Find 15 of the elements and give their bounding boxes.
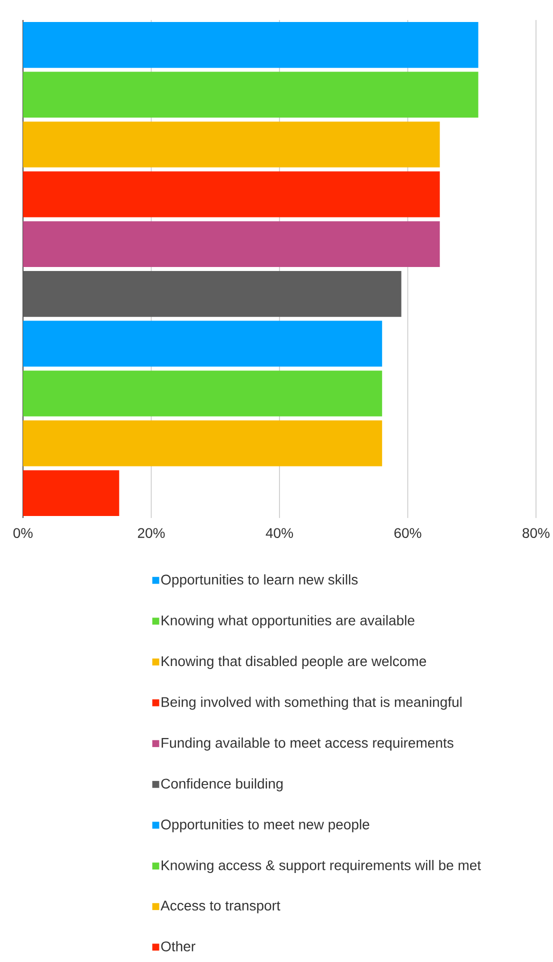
legend-label: Funding available to meet access requirements [162, 738, 454, 751]
legend-label: Access to transport [160, 900, 280, 914]
x-tick-label: 0% [13, 528, 33, 538]
legend-label: Opportunities to meet new people [161, 819, 370, 832]
legend-label: Knowing that disabled people are welcome [162, 656, 426, 669]
legend-label: Knowing access & support requirements will be met [162, 860, 481, 874]
legend-label: Being involved with something that is meaningful [162, 696, 462, 710]
legend-label: Other [161, 941, 196, 952]
x-tick-label: 40% [266, 528, 293, 538]
x-tick-label: 20% [138, 528, 165, 538]
x-tick-label: 60% [394, 528, 422, 538]
legend-label: Knowing what opportunities are available [162, 615, 414, 628]
legend-label: Opportunities to learn new skills [161, 574, 358, 588]
legend-label: Confidence building [161, 778, 283, 792]
x-tick-label: 80% [522, 528, 550, 538]
